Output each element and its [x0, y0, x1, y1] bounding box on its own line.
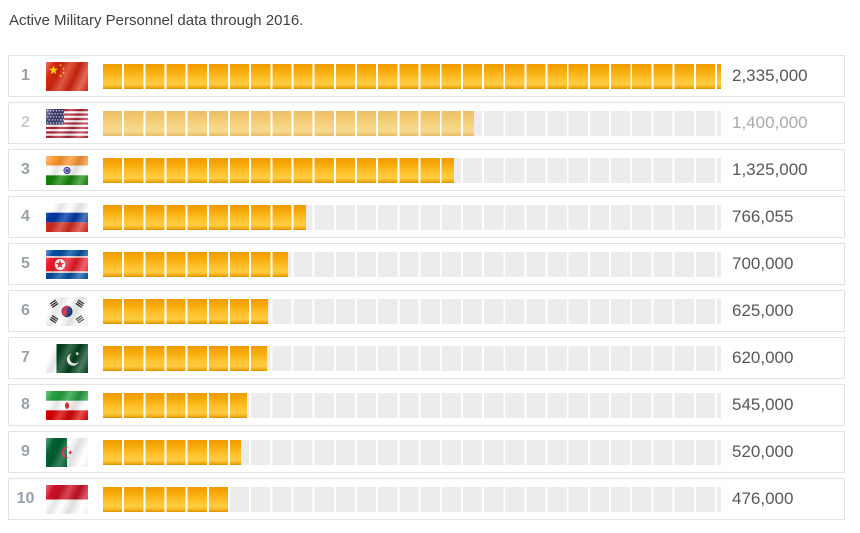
ranking-row-pakistan[interactable]: 7 620,000 — [8, 337, 845, 379]
ru-flag-icon — [46, 202, 88, 232]
bar-fill — [103, 204, 306, 230]
rank-label: 5 — [21, 255, 30, 272]
bar-track — [103, 486, 721, 512]
ranking-row-south-korea[interactable]: 6 625,000 — [8, 290, 845, 332]
rank-label: 6 — [21, 302, 30, 319]
cn-flag-icon — [46, 61, 88, 91]
value-label: 520,000 — [732, 442, 794, 461]
ranking-row-russia[interactable]: 4 766,055 — [8, 196, 845, 238]
value-label: 476,000 — [732, 489, 794, 508]
bar-fill — [103, 63, 721, 89]
value-label: 766,055 — [732, 207, 794, 226]
bar-track — [103, 110, 721, 136]
ir-flag-icon — [46, 390, 88, 420]
bar-fill — [103, 157, 454, 183]
bar-fill — [103, 486, 229, 512]
id-flag-icon — [46, 484, 88, 514]
rank-label: 10 — [16, 490, 35, 507]
value-label: 1,400,000 — [732, 113, 808, 132]
dz-flag-icon — [46, 437, 88, 467]
bar-fill — [103, 110, 474, 136]
bar-track — [103, 63, 721, 89]
bar-fill — [103, 392, 248, 418]
bar-fill — [103, 251, 289, 277]
bar-track — [103, 157, 721, 183]
bar-track — [103, 298, 721, 324]
rank-label: 9 — [21, 443, 30, 460]
bar-track — [103, 439, 721, 465]
kr-flag-icon — [46, 296, 88, 326]
ranking-row-india[interactable]: 3 1,325,000 — [8, 149, 845, 191]
bar-fill — [103, 439, 241, 465]
value-label: 1,325,000 — [732, 160, 808, 179]
bar-track — [103, 392, 721, 418]
ranking-row-united-states[interactable]: 2 1,400,000 — [8, 102, 845, 144]
ranking-row-north-korea[interactable]: 5 700,000 — [8, 243, 845, 285]
rank-label: 3 — [21, 161, 30, 178]
ranking-row-iran[interactable]: 8 545,000 — [8, 384, 845, 426]
bar-track — [103, 204, 721, 230]
ranking-row-china[interactable]: 1 2,335,000 — [8, 55, 845, 97]
ranking-row-algeria[interactable]: 9 520,000 — [8, 431, 845, 473]
rank-label: 2 — [21, 114, 30, 131]
value-label: 700,000 — [732, 254, 794, 273]
bar-fill — [103, 298, 269, 324]
ranking-row-indonesia[interactable]: 10 476,000 — [8, 478, 845, 520]
rank-label: 8 — [21, 396, 30, 413]
pk-flag-icon — [46, 343, 88, 373]
bar-track — [103, 345, 721, 371]
rank-label: 4 — [21, 208, 30, 225]
value-label: 545,000 — [732, 395, 794, 414]
in-flag-icon — [46, 155, 88, 185]
rank-label: 1 — [21, 67, 30, 84]
rank-label: 7 — [21, 349, 30, 366]
kp-flag-icon — [46, 249, 88, 279]
chart-title: Active Military Personnel data through 2… — [9, 12, 304, 29]
value-label: 625,000 — [732, 301, 794, 320]
value-label: 2,335,000 — [732, 66, 808, 85]
bar-track — [103, 251, 721, 277]
value-label: 620,000 — [732, 348, 794, 367]
us-flag-icon — [46, 108, 88, 138]
bar-fill — [103, 345, 268, 371]
ranking-list: 1 2,335,000 2 1,400,000 3 1,325,000 4 76… — [8, 55, 852, 520]
